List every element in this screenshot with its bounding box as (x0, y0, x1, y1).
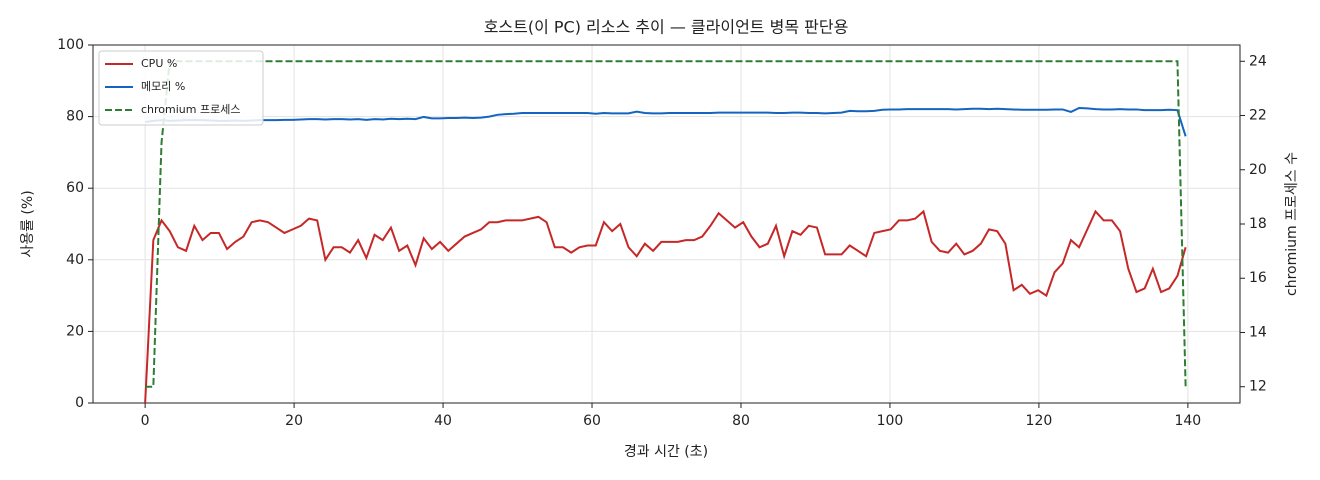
y2-tick-label: 24 (1249, 53, 1267, 69)
legend-label: CPU % (141, 57, 177, 70)
y2-tick-label: 18 (1249, 216, 1267, 232)
x-tick-label: 100 (877, 413, 904, 429)
y-tick-label: 100 (57, 37, 84, 53)
legend: CPU % 메모리 % chromium 프로세스 (98, 50, 264, 126)
y2-tick-label: 14 (1249, 324, 1267, 340)
y-tick-label: 80 (66, 109, 84, 125)
x-tick-label: 40 (434, 413, 452, 429)
legend-label: 메모리 % (141, 80, 185, 93)
chart-title: 호스트(이 PC) 리소스 추이 — 클라이언트 병목 판단용 (484, 18, 849, 37)
y-axis-label: 사용률 (%) (20, 190, 36, 257)
plot-frame (92, 44, 1241, 404)
line-series (145, 60, 1187, 388)
x-tick-label: 20 (285, 413, 303, 429)
line-series (144, 209, 1187, 404)
y2-tick-label: 12 (1249, 379, 1267, 395)
y2-tick-label: 20 (1249, 162, 1267, 178)
y-tick-label: 40 (66, 252, 84, 268)
line-series (145, 106, 1187, 137)
x-axis-label: 경과 시간 (초) (624, 444, 708, 460)
y-tick-label: 60 (66, 180, 84, 196)
legend-label: chromium 프로세스 (141, 103, 240, 116)
x-tick-label: 60 (583, 413, 601, 429)
x-tick-label: 0 (141, 413, 150, 429)
y2-tick-label: 16 (1249, 270, 1267, 286)
y-tick-label: 0 (75, 395, 84, 411)
x-tick-label: 80 (732, 413, 750, 429)
x-tick-label: 140 (1174, 413, 1201, 429)
x-tick-label: 120 (1026, 413, 1053, 429)
y-tick-label: 20 (66, 323, 84, 339)
y2-tick-label: 22 (1249, 108, 1267, 124)
y2-axis-label: chromium 프로세스 수 (1284, 152, 1300, 296)
legend-box (98, 50, 264, 126)
